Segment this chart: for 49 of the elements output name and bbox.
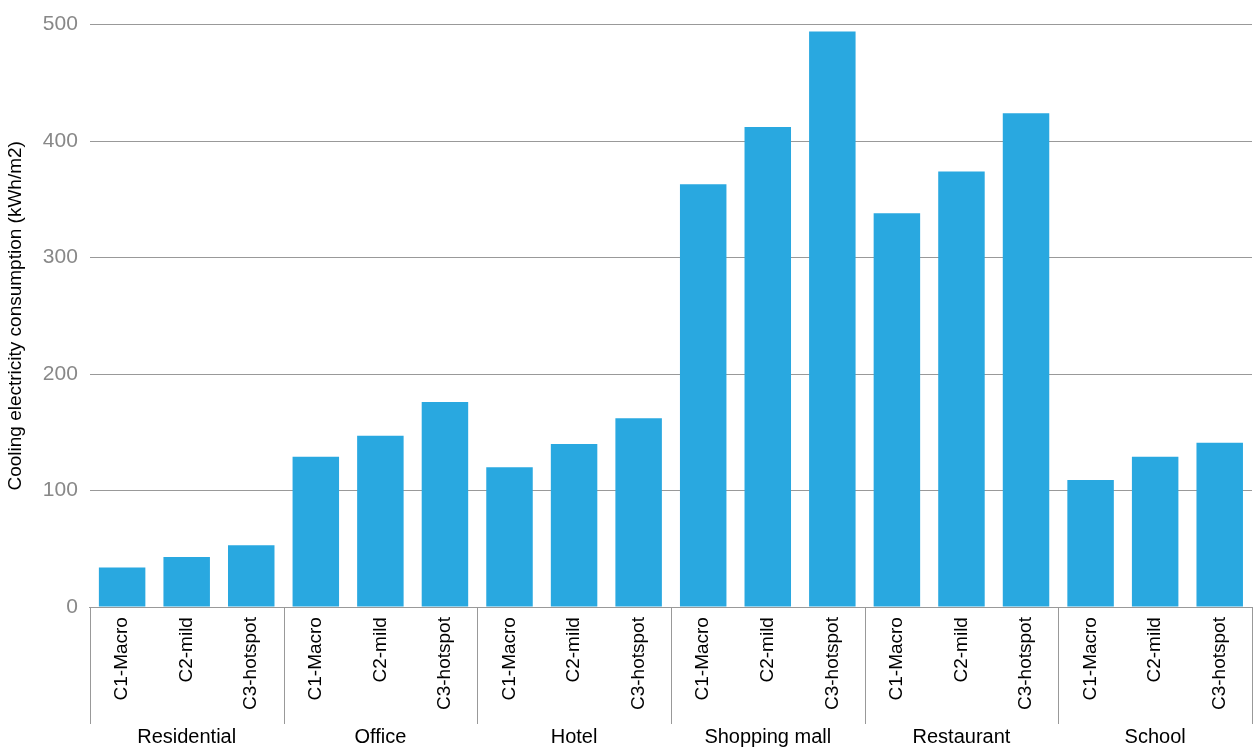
y-tick-label: 100 (42, 477, 78, 501)
bar (98, 567, 146, 607)
x-tick-label: C3-hotspot (433, 616, 455, 711)
x-tick-label: C1-Macro (110, 617, 132, 701)
bar (1196, 442, 1243, 607)
x-tick-label: C3-hotspot (626, 616, 648, 711)
bar (228, 545, 275, 607)
x-tick-label: C3-hotspot (820, 616, 842, 711)
text: Shopping mall (704, 724, 832, 747)
x-tick-label: C3-hotspot (239, 616, 261, 711)
bar (744, 127, 792, 607)
bar (615, 418, 662, 607)
y-tick-label: 500 (42, 11, 78, 35)
bar (357, 435, 404, 607)
x-tick-label: C1-Macro (1078, 617, 1100, 701)
y-tick-label: 0 (66, 593, 78, 617)
x-tick-label: C1-Macro (497, 617, 519, 701)
x-tick-label: C2-mild (756, 617, 777, 683)
y-tick-label: 400 (42, 127, 78, 151)
y-tick-label: 300 (42, 244, 78, 268)
text: Restaurant (912, 724, 1011, 747)
bar (1131, 456, 1179, 607)
text: Hotel (550, 724, 598, 747)
text: School (1124, 724, 1186, 747)
bar (292, 456, 340, 607)
x-tick-label: C2-mild (562, 617, 584, 683)
x-tick-label: C2-mild (368, 617, 390, 683)
text: Residential (137, 724, 237, 747)
bar (809, 31, 856, 607)
x-tick-label: C2-mild (1143, 617, 1165, 683)
y-axis-title: Cooling electricity consumption (kWh/m2) (3, 141, 25, 491)
x-tick-label: C3-hotspot (1207, 616, 1229, 711)
bar (938, 171, 985, 607)
x-tick-label: C2-mild (949, 617, 971, 683)
bar (1002, 113, 1050, 607)
y-tick-label: 200 (42, 360, 78, 384)
bar (486, 467, 533, 607)
bar (1067, 480, 1114, 607)
x-tick-label: C3-hotspot (1014, 616, 1036, 711)
x-tick-label: C2-mild (174, 617, 196, 683)
bar (163, 556, 210, 607)
x-tick-label: C1-Macro (304, 617, 326, 701)
text: Office (354, 724, 407, 747)
bar (421, 402, 469, 607)
bar (679, 184, 727, 607)
x-tick-label: C1-Macro (885, 617, 907, 701)
bar (873, 213, 921, 607)
x-tick-label: C1-Macro (691, 617, 713, 701)
bar (550, 443, 598, 607)
